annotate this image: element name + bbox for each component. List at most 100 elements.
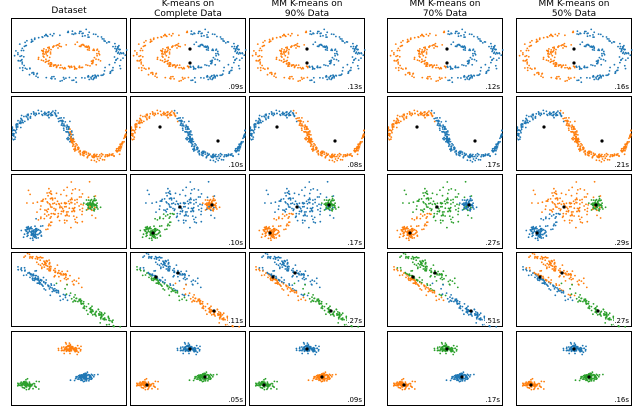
- data-point: [359, 142, 361, 145]
- data-point: [165, 192, 167, 194]
- data-point: [621, 150, 624, 153]
- data-point: [590, 153, 593, 155]
- data-point: [310, 215, 313, 217]
- data-point: [170, 197, 173, 200]
- data-point: [405, 115, 408, 118]
- data-point: [413, 237, 416, 239]
- data-point: [144, 274, 147, 276]
- data-point: [550, 228, 552, 231]
- data-point: [544, 208, 547, 211]
- data-point: [74, 32, 76, 34]
- data-point: [180, 79, 182, 82]
- data-point: [74, 300, 77, 303]
- data-point: [187, 207, 190, 210]
- data-point: [73, 150, 76, 152]
- data-point: [599, 74, 602, 77]
- data-point: [168, 204, 171, 206]
- data-point: [342, 66, 344, 69]
- data-point: [302, 125, 304, 127]
- data-point: [517, 138, 520, 141]
- data-point: [14, 136, 17, 138]
- data-point: [91, 309, 94, 312]
- data-point: [271, 112, 273, 114]
- data-point: [146, 189, 149, 192]
- data-point: [14, 138, 16, 140]
- data-point: [465, 203, 468, 206]
- data-point: [567, 210, 570, 213]
- data-point: [454, 189, 457, 191]
- data-point: [397, 47, 400, 50]
- data-point: [113, 155, 115, 158]
- data-point: [164, 33, 166, 36]
- data-point: [559, 197, 561, 200]
- data-point: [591, 48, 594, 51]
- data-point: [39, 229, 42, 232]
- data-point: [97, 208, 99, 210]
- data-point: [151, 72, 154, 74]
- data-point: [103, 312, 106, 315]
- data-point: [323, 203, 326, 205]
- data-point: [429, 32, 431, 35]
- data-point: [109, 319, 111, 322]
- data-point: [169, 65, 171, 67]
- data-point: [83, 305, 86, 307]
- data-point: [309, 207, 312, 210]
- data-point: [145, 117, 148, 119]
- data-point: [406, 112, 409, 115]
- data-point: [312, 146, 315, 148]
- data-point: [138, 121, 141, 124]
- data-point: [161, 59, 164, 62]
- data-point: [554, 204, 557, 206]
- data-point: [410, 225, 412, 228]
- data-point: [438, 127, 441, 130]
- data-point: [191, 143, 194, 146]
- data-point: [281, 34, 284, 37]
- data-point: [314, 221, 317, 224]
- data-point: [77, 148, 80, 151]
- data-point: [287, 197, 290, 200]
- data-point: [457, 193, 460, 195]
- data-point: [57, 44, 60, 46]
- data-point: [326, 47, 329, 50]
- data-point: [59, 34, 61, 37]
- data-point: [308, 197, 311, 200]
- data-point: [482, 154, 485, 156]
- data-point: [307, 198, 310, 201]
- data-point: [43, 111, 46, 114]
- data-point: [153, 233, 156, 236]
- data-point: [234, 58, 237, 61]
- data-point: [312, 218, 314, 221]
- data-point: [352, 61, 354, 64]
- data-point: [571, 219, 573, 222]
- data-point: [548, 111, 551, 114]
- data-point: [99, 206, 102, 209]
- data-point: [51, 206, 53, 209]
- data-point: [194, 67, 197, 70]
- data-point: [42, 59, 45, 62]
- data-point: [178, 80, 181, 82]
- data-point: [450, 147, 452, 150]
- data-point: [323, 64, 325, 66]
- data-point: [168, 51, 171, 53]
- data-point: [550, 209, 553, 212]
- data-point: [29, 276, 31, 279]
- data-point: [134, 125, 137, 128]
- data-point: [20, 118, 23, 121]
- data-point: [450, 221, 453, 223]
- data-point: [446, 197, 449, 200]
- data-point: [67, 65, 70, 68]
- data-point: [43, 217, 46, 220]
- data-point: [595, 60, 598, 63]
- data-point: [238, 145, 241, 147]
- data-point: [225, 155, 228, 158]
- data-point: [597, 59, 600, 62]
- data-point: [316, 66, 318, 69]
- data-point: [355, 51, 358, 54]
- data-point: [162, 34, 165, 37]
- data-point: [81, 193, 84, 195]
- data-point: [208, 199, 211, 202]
- data-point: [424, 47, 427, 50]
- data-point: [119, 145, 122, 147]
- data-point: [415, 229, 418, 232]
- data-point: [617, 45, 619, 48]
